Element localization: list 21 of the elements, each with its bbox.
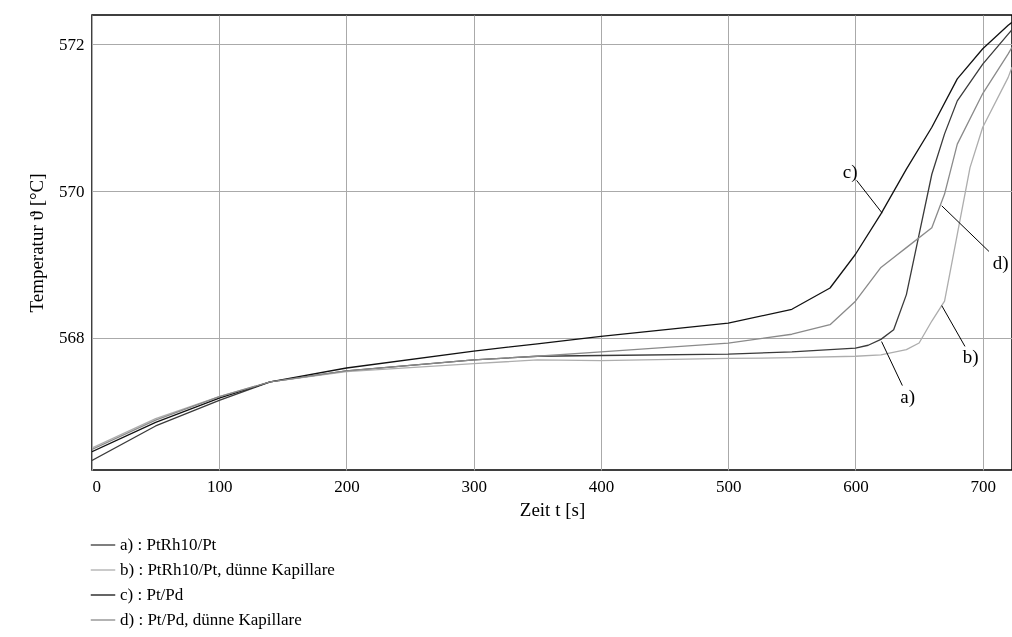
x-tick-label: 600 bbox=[843, 476, 869, 496]
y-tick-label: 568 bbox=[59, 328, 85, 348]
legend-label: a) : PtRh10/Pt bbox=[120, 535, 217, 554]
legend-label: b) : PtRh10/Pt, dünne Kapillare bbox=[120, 560, 335, 579]
x-tick-label: 400 bbox=[588, 476, 615, 496]
x-tick-label: 200 bbox=[334, 476, 360, 496]
x-tick-label: 100 bbox=[207, 476, 233, 496]
annotation: b) bbox=[962, 345, 979, 368]
legend-label: d) : Pt/Pd, dünne Kapillare bbox=[120, 610, 302, 629]
x-tick-label: 300 bbox=[461, 476, 487, 496]
x-tick-label: 0 bbox=[92, 476, 101, 496]
x-axis-title: Zeit t [s] bbox=[519, 498, 586, 520]
y-axis-title: Temperatur ϑ [°C] bbox=[26, 173, 47, 313]
x-tick-label: 700 bbox=[970, 476, 996, 496]
x-tick-label: 500 bbox=[715, 476, 742, 496]
annotation: d) bbox=[992, 251, 1009, 274]
annotation: c) bbox=[842, 161, 858, 184]
annotation: a) bbox=[900, 385, 915, 408]
y-tick-label: 572 bbox=[59, 34, 85, 54]
legend-label: c) : Pt/Pd bbox=[120, 585, 184, 604]
y-tick-label: 570 bbox=[59, 181, 85, 201]
